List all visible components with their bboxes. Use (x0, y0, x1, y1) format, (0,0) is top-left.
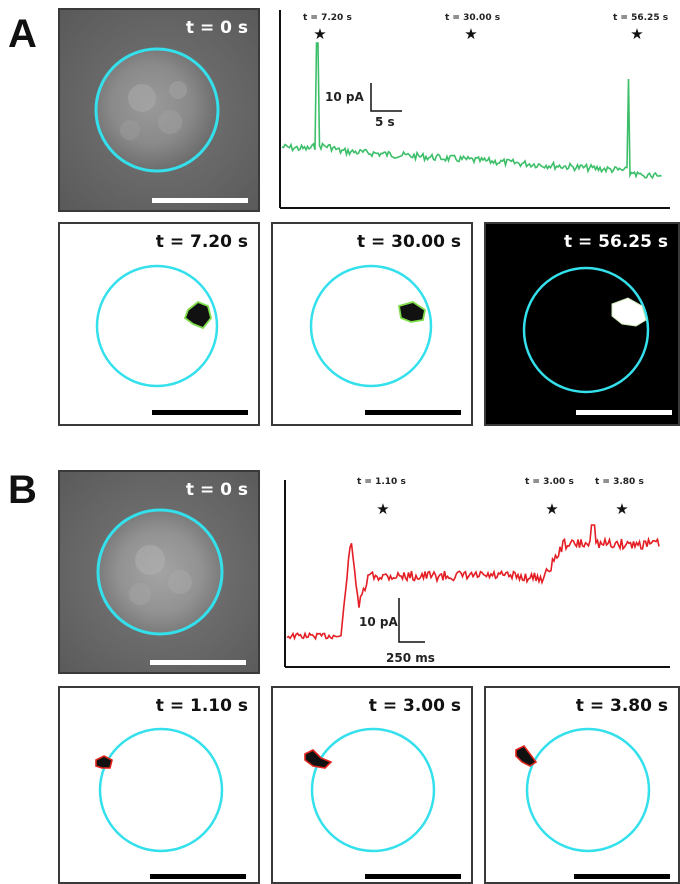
frame-time-label: t = 7.20 s (155, 232, 248, 252)
vesicle-spot (611, 297, 647, 327)
frame-image-a-1: t = 7.20 s (58, 222, 260, 426)
frame-time-label: t = 30.00 s (356, 232, 461, 252)
frame-time-label: t = 3.80 s (575, 696, 668, 716)
star-label-a-2: t = 30.00 s (445, 13, 500, 23)
current-trace-line (286, 524, 660, 641)
star-label-a-1: t = 7.20 s (303, 13, 352, 23)
scale-bar (365, 874, 461, 879)
frame-drawing (522, 266, 650, 394)
panel-letter-b: B (8, 468, 37, 512)
star-icon: ★ (464, 26, 477, 43)
scale-label-current: 10 pA (325, 90, 364, 104)
frame-image-a-3: t = 56.25 s (484, 222, 680, 426)
vesicle-spot (95, 755, 113, 769)
current-trace-b: t = 1.10 s t = 3.00 s t = 3.80 s ★ ★ ★ 1… (284, 477, 670, 668)
cell-image-b (60, 472, 258, 672)
frame-time-label: t = 1.10 s (155, 696, 248, 716)
current-trace-a: t = 7.20 s t = 30.00 s t = 56.25 s ★ ★ ★… (279, 10, 670, 209)
scale-label-current: 10 pA (359, 615, 398, 629)
star-label-a-3: t = 56.25 s (613, 13, 668, 23)
star-icon: ★ (545, 501, 558, 518)
star-icon: ★ (615, 501, 628, 518)
vesicle-spot (515, 744, 538, 767)
frame-drawing (304, 727, 436, 853)
scale-bar (152, 198, 248, 203)
frame-image-b-1: t = 1.10 s (58, 686, 260, 884)
frame-drawing (95, 727, 224, 853)
vesicle-spot (397, 301, 427, 323)
scale-bar (152, 410, 248, 415)
scale-bar (150, 660, 246, 665)
scale-bar (150, 874, 246, 879)
frame-image-a-2: t = 30.00 s (271, 222, 473, 426)
scale-label-time: 250 ms (386, 651, 435, 665)
brightfield-image-b: t = 0 s (58, 470, 260, 674)
frame-time-label: t = 3.00 s (368, 696, 461, 716)
frame-drawing (309, 264, 433, 388)
scale-bar-trace-a (370, 83, 402, 112)
star-icon: ★ (313, 26, 326, 43)
frame-image-b-2: t = 3.00 s (271, 686, 473, 884)
scale-bar (576, 410, 672, 415)
star-label-b-3: t = 3.80 s (595, 477, 644, 487)
frame-time-label: t = 56.25 s (563, 232, 668, 252)
frame-drawing (95, 264, 219, 388)
star-label-b-2: t = 3.00 s (525, 477, 574, 487)
scale-bar (574, 874, 670, 879)
star-icon: ★ (376, 501, 389, 518)
frame-time-label: t = 0 s (185, 18, 248, 38)
cell-image-a (60, 10, 258, 210)
scale-label-time: 5 s (375, 115, 395, 129)
star-label-b-1: t = 1.10 s (357, 477, 406, 487)
scale-bar (365, 410, 461, 415)
panel-letter-a: A (8, 12, 37, 56)
frame-image-b-3: t = 3.80 s (484, 686, 680, 884)
star-icon: ★ (630, 26, 643, 43)
scale-bar-trace-b (398, 598, 425, 643)
frame-drawing (515, 727, 651, 853)
frame-time-label: t = 0 s (185, 480, 248, 500)
vesicle-spot (183, 300, 212, 330)
current-trace-line (281, 42, 662, 180)
vesicle-spot (304, 749, 333, 769)
brightfield-image-a: t = 0 s (58, 8, 260, 212)
